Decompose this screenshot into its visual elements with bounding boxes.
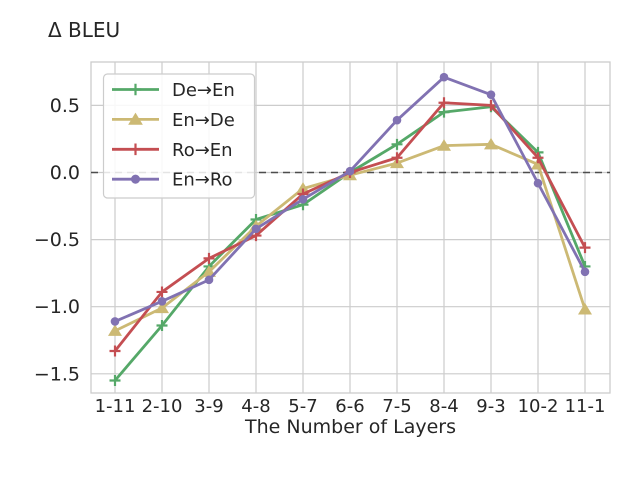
legend-label: Ro→En (172, 140, 233, 161)
y-tick-label: 0.5 (50, 95, 80, 117)
x-tick-label: 10-2 (518, 396, 559, 417)
x-axis-label: The Number of Layers (245, 416, 456, 438)
x-tick-label: 7-5 (382, 396, 411, 417)
y-tick-label: −0.5 (34, 229, 80, 251)
x-tick-label: 8-4 (429, 396, 458, 417)
legend-item: Ro→En (112, 140, 233, 161)
x-tick-label: 1-11 (95, 396, 136, 417)
y-tick-label: −1.0 (34, 296, 80, 318)
legend-item: De→En (112, 80, 235, 101)
y-axis-ticks: 0.5 0.0 −0.5 −1.0 −1.5 (34, 95, 80, 385)
chart-title: Δ BLEU (48, 18, 121, 42)
legend-item: En→De (112, 110, 235, 131)
y-tick-label: −1.5 (34, 363, 80, 385)
x-tick-label: 5-7 (288, 396, 317, 417)
x-tick-label: 3-9 (194, 396, 223, 417)
legend-label: En→De (172, 110, 235, 131)
legend-box (102, 73, 256, 199)
x-tick-label: 9-3 (476, 396, 505, 417)
legend-label: De→En (172, 80, 235, 101)
x-tick-label: 6-6 (335, 396, 364, 417)
x-tick-label: 2-10 (142, 396, 183, 417)
y-tick-label: 0.0 (50, 162, 80, 184)
x-tick-label: 4-8 (241, 396, 270, 417)
x-tick-label: 11-1 (565, 396, 606, 417)
legend-item: En→Ro (112, 170, 233, 191)
x-axis-ticks: 1-11 2-10 3-9 4-8 5-7 6-6 7-5 8-4 9-3 10-2 11-1 (95, 396, 606, 417)
plot-border (90, 61, 611, 394)
series-En→Ro (110, 72, 590, 326)
legend: De→En En→De Ro→En En→Ro (102, 73, 256, 199)
legend-label: En→Ro (172, 170, 233, 191)
